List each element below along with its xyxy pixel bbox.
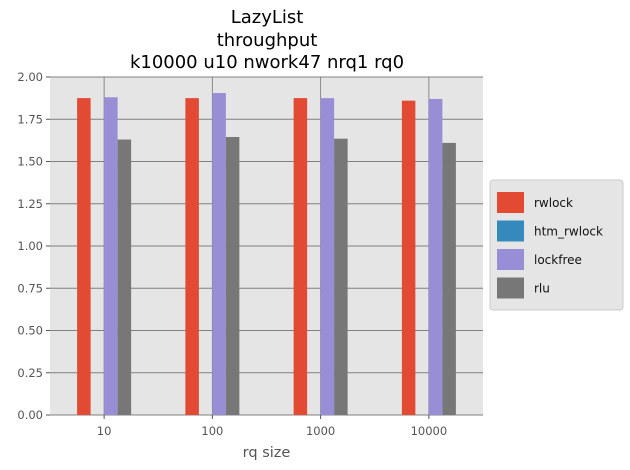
bar-rlu-10 [117,139,132,415]
x-axis-label: rq size [243,445,291,461]
y-axis-ticks: 0.00 0.25 0.50 0.75 1.00 1.25 1.50 1.75 2.00 [17,70,50,422]
legend: rwlock htm_rwlock lockfree rlu [489,179,624,311]
bar-rwlock-10000 [401,100,416,415]
bar-lockfree-1000 [320,98,335,415]
x-tick-label: 10000 [411,424,448,438]
legend-swatch-htm_rwlock [497,220,524,242]
x-axis-ticks: 10 100 1000 10000 [97,415,447,438]
bar-rlu-1000 [334,138,348,415]
y-tick-label: 0.75 [17,281,43,295]
y-tick-label: 0.25 [17,366,43,380]
y-tick-label: 0.50 [17,324,43,338]
y-tick-label: 1.25 [17,197,43,211]
bar-lockfree-100 [212,93,226,416]
x-tick-label: 10 [97,424,112,438]
legend-swatch-lockfree [497,249,524,270]
y-tick-label: 0.00 [17,408,43,422]
y-tick-label: 2.00 [17,70,43,84]
bar-rwlock-10 [77,98,91,415]
legend-label-rwlock: rwlock [534,196,573,210]
x-tick-label: 100 [201,424,223,438]
bar-rwlock-100 [185,98,199,415]
y-tick-label: 1.50 [17,155,43,169]
bar-rlu-10000 [442,142,456,415]
bar-lockfree-10 [104,97,118,415]
legend-swatch-rwlock [497,192,524,213]
chart-title-line-3: k10000 u10 nwork47 nrq1 rq0 [129,52,405,73]
legend-label-rlu: rlu [534,282,550,296]
chart-title-line-2: throughput [216,30,318,51]
legend-label-lockfree: lockfree [534,253,582,267]
bar-rlu-100 [225,136,240,415]
bars [77,93,456,416]
bar-lockfree-10000 [428,98,443,415]
x-tick-label: 1000 [306,424,335,438]
chart-title-line-1: LazyList [230,7,304,28]
y-tick-label: 1.00 [17,239,43,253]
y-tick-label: 1.75 [17,112,43,126]
legend-swatch-rlu [497,277,524,299]
bar-rwlock-1000 [293,98,308,415]
legend-label-htm_rwlock: htm_rwlock [534,225,603,239]
